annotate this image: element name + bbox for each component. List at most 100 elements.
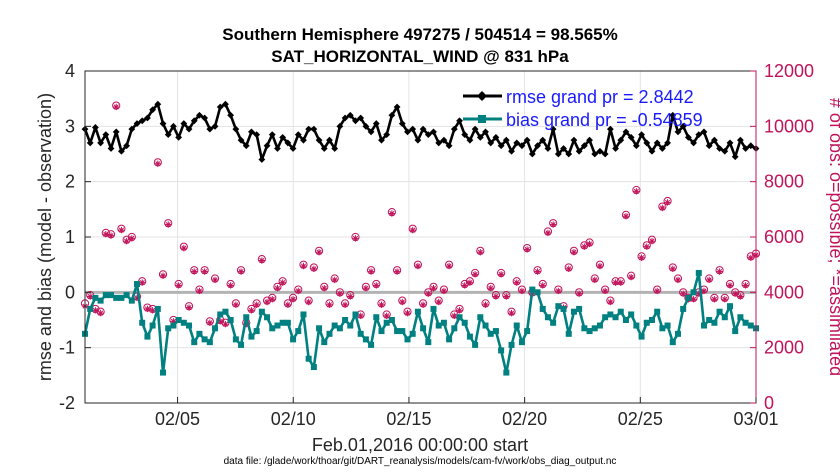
- obs-assimilated-stroke: [347, 293, 353, 300]
- bias-point: [560, 305, 567, 312]
- bias-point: [524, 328, 531, 335]
- y-right-tick-label: 6000: [764, 227, 804, 247]
- rmse-point: [591, 150, 599, 158]
- rmse-point: [445, 142, 453, 150]
- bias-point: [352, 311, 359, 318]
- rmse-point: [206, 125, 214, 133]
- bias-point: [331, 322, 338, 329]
- bias-point: [747, 322, 754, 329]
- obs-assimilated-stroke: [207, 320, 213, 326]
- bias-point: [440, 319, 447, 326]
- obs-assimilated-marker: [367, 268, 375, 275]
- y-right-tick-label: 4000: [764, 282, 804, 302]
- rmse-point: [138, 117, 146, 125]
- bias-point: [170, 322, 177, 329]
- bias-point: [685, 294, 692, 301]
- y-tick-label: 2: [65, 172, 75, 192]
- obs-assimilated-marker: [622, 213, 630, 220]
- bias-point: [492, 328, 499, 335]
- rmse-point: [237, 136, 245, 144]
- obs-assimilated-marker: [435, 298, 442, 306]
- chart-title: Southern Hemisphere 497275 / 504514 = 98…: [222, 25, 617, 44]
- obs-assimilated-stroke: [545, 230, 551, 236]
- obs-assimilated-marker: [383, 312, 390, 320]
- rmse-point: [716, 145, 723, 152]
- bias-point: [321, 339, 328, 346]
- obs-assimilated-stroke: [670, 266, 676, 272]
- rmse-point: [133, 120, 141, 127]
- obs-assimilated-stroke: [716, 268, 723, 275]
- obs-assimilated-stroke: [602, 288, 608, 294]
- rmse-point: [372, 120, 380, 127]
- obs-assimilated-stroke: [103, 231, 109, 237]
- rmse-point: [118, 147, 125, 155]
- obs-assimilated-marker: [425, 290, 432, 297]
- bias-point: [144, 333, 151, 340]
- bias-point: [669, 339, 676, 346]
- obs-assimilated-stroke: [165, 221, 171, 228]
- rmse-point: [164, 131, 172, 139]
- rmse-point: [159, 120, 167, 127]
- obs-assimilated-marker: [331, 276, 338, 284]
- obs-assimilated-stroke: [238, 268, 244, 275]
- rmse-point: [211, 122, 219, 130]
- obs-assimilated-marker: [123, 237, 130, 245]
- bias-point: [118, 294, 125, 301]
- obs-assimilated-marker: [107, 232, 115, 239]
- obs-assimilated-stroke: [722, 296, 728, 302]
- bias-point: [466, 333, 473, 340]
- obs-assimilated-stroke: [732, 291, 738, 297]
- rmse-point: [466, 136, 474, 144]
- obs-assimilated-marker: [747, 254, 754, 261]
- bias-point: [342, 317, 349, 323]
- bias-point: [149, 322, 156, 329]
- rmse-point: [513, 139, 521, 147]
- obs-assimilated-marker: [607, 298, 614, 306]
- obs-assimilated-marker: [149, 307, 156, 314]
- rmse-point: [393, 103, 401, 111]
- bias-point: [487, 330, 494, 337]
- obs-assimilated-marker: [487, 284, 494, 292]
- rmse-point: [86, 139, 94, 147]
- rmse-point: [476, 134, 484, 141]
- bias-point: [279, 319, 286, 326]
- bias-point: [591, 325, 598, 332]
- bias-point: [596, 322, 603, 329]
- rmse-point: [419, 125, 427, 133]
- rmse-point: [580, 142, 588, 150]
- rmse-point: [747, 142, 755, 150]
- obs-assimilated-marker: [705, 276, 713, 284]
- obs-assimilated-marker: [716, 268, 723, 275]
- bias-point: [284, 319, 291, 326]
- obs-assimilated-marker: [492, 293, 500, 300]
- bias-series-layer: [82, 269, 759, 376]
- obs-assimilated-stroke: [415, 263, 421, 269]
- obs-assimilated-stroke: [92, 307, 98, 313]
- rmse-point: [378, 136, 385, 144]
- bias-point: [550, 319, 557, 326]
- y-right-tick-label: 8000: [764, 172, 804, 192]
- rmse-point: [367, 128, 375, 136]
- obs-assimilated-stroke: [311, 266, 317, 272]
- obs-assimilated-stroke: [342, 302, 348, 308]
- obs-assimilated-stroke: [306, 299, 312, 305]
- rmse-point: [404, 128, 411, 136]
- obs-assimilated-marker: [378, 301, 385, 308]
- bias-point: [732, 328, 739, 335]
- y-axis-left-ticks: -2 -1 0 1 2 3 4: [59, 61, 91, 413]
- rmse-point: [346, 111, 354, 119]
- bias-point: [139, 319, 146, 326]
- rmse-point: [528, 150, 536, 158]
- rmse-point: [320, 145, 328, 152]
- rmse-point: [690, 139, 697, 147]
- bias-point: [612, 314, 619, 321]
- obs-assimilated-marker: [596, 262, 604, 270]
- rmse-point: [674, 128, 682, 136]
- rmse-point: [268, 131, 276, 139]
- obs-assimilated-marker: [113, 103, 120, 111]
- rmse-point: [424, 131, 432, 139]
- obs-assimilated-marker: [471, 271, 479, 278]
- bias-point: [206, 339, 213, 346]
- x-tick-label: 03/01: [733, 409, 778, 429]
- obs-assimilated-marker: [518, 287, 526, 295]
